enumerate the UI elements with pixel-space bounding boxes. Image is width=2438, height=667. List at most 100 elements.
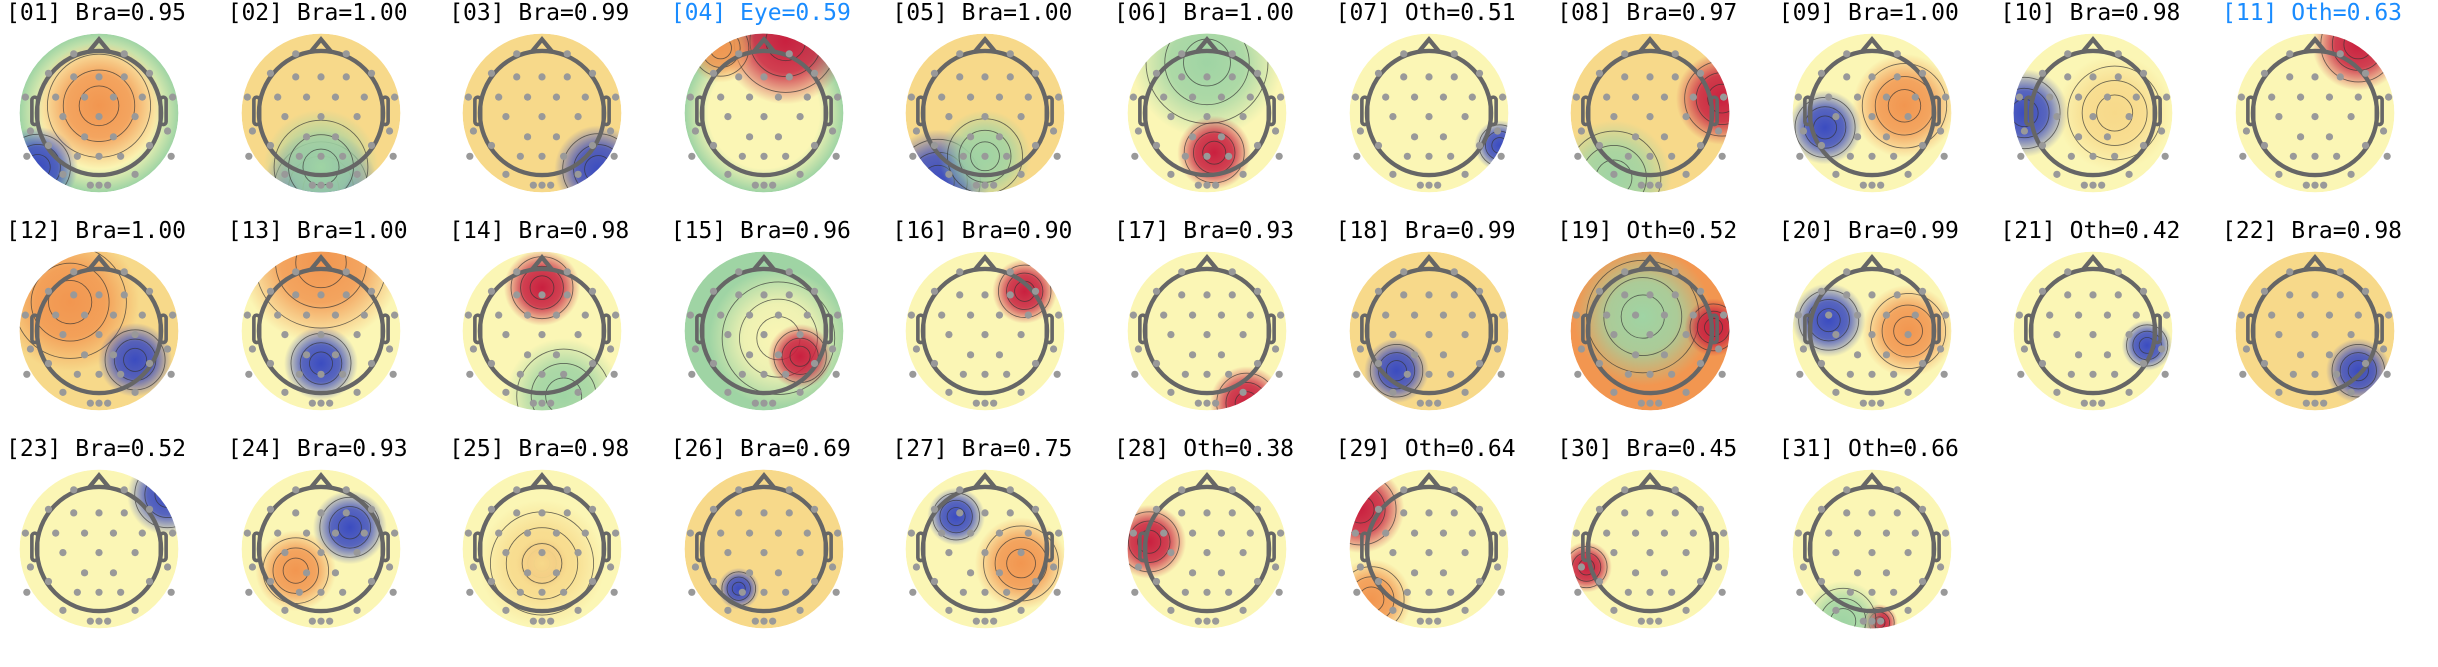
component-label: [22] Bra=0.98 [2222,218,2403,244]
electrode-marker [1493,127,1501,135]
electrode-marker [796,388,804,396]
electrode-marker [1941,529,1950,537]
electrode-marker [1374,577,1382,586]
electrode-marker [1610,549,1618,557]
electrode-marker [553,93,561,101]
electrode-marker [360,529,368,537]
electrode-marker [981,291,989,299]
electrode-marker [1940,588,1948,596]
electrode-marker [145,69,154,77]
ear-icon [2152,95,2163,127]
electrode-marker [1904,113,1912,121]
ear-icon [916,531,926,563]
electrode-marker [1399,509,1407,517]
electrode-marker [95,181,103,189]
contour-line [529,275,555,301]
electrode-marker [1637,181,1646,189]
electrode-marker [1188,133,1197,141]
electrode-marker [316,509,325,517]
electrode-marker [538,370,546,378]
electrode-marker [1025,93,1033,101]
electrode-marker [1188,93,1197,101]
electrode-marker [1842,486,1851,494]
electrode-marker [1853,93,1861,101]
electrode-marker [73,588,81,596]
electrode-marker [529,399,538,407]
electrode-marker [1794,93,1802,101]
electrode-marker [2286,291,2294,299]
electrode-marker [1842,268,1851,276]
electrode-marker [1646,549,1654,557]
electrode-marker [1646,617,1654,625]
electrode-marker [1661,351,1669,359]
electrode-marker [1853,529,1861,537]
topomap-component: [04] Eye=0.59 [671,0,893,215]
contour-line [2096,94,2134,132]
electrode-marker [1603,311,1611,319]
component-label: [31] Oth=0.66 [1778,436,1959,462]
electrode-marker [1352,370,1361,378]
electrode-marker [810,141,818,150]
electrode-marker [2275,388,2283,396]
electrode-marker [686,93,694,101]
electrode-marker [2385,311,2393,319]
topomap-component: [27] Bra=0.75 [892,436,1114,651]
electrode-marker [117,588,125,596]
nose-icon [530,471,554,490]
electrode-marker [1410,351,1418,359]
topomap [1127,469,1287,629]
electrode-marker [2275,170,2283,178]
nose-icon [2081,253,2106,272]
electrode-marker [1911,93,1919,101]
electrode-marker [2311,370,2319,378]
electrode-marker [1671,509,1680,517]
electrode-marker [2125,170,2134,178]
electrode-marker [1239,113,1247,121]
electrode-marker [1918,577,1926,586]
electrode-marker [1228,73,1236,81]
electrode-marker [1661,529,1669,537]
electrode-marker [1572,529,1581,537]
electrode-marker [2075,133,2083,141]
electrode-marker [956,50,964,58]
topomap [905,251,1065,411]
electrode-marker [80,569,89,577]
electrode-marker [547,181,555,189]
electrode-marker [760,370,768,378]
electrode-marker [1239,388,1247,396]
electrode-marker [931,359,939,368]
topomap-component: [01] Bra=0.95 [6,0,228,215]
electrode-marker [1832,606,1840,614]
ear-icon [601,95,612,127]
topomap [1570,469,1730,629]
electrode-marker [1152,359,1161,368]
electrode-marker [563,73,572,81]
electrode-marker [495,93,503,101]
electrode-marker [945,549,953,557]
electrode-marker [724,549,732,557]
electrode-marker [331,311,339,319]
electrode-marker [2336,73,2344,81]
electrode-marker [1475,287,1483,295]
electrode-marker [1424,588,1433,596]
electrode-marker [2347,113,2355,121]
electrode-marker [1918,69,1926,77]
electrode-marker [1433,617,1441,625]
electrode-marker [26,345,35,353]
electrode-marker [248,127,256,135]
contour-line [273,119,368,193]
electrode-marker [2068,152,2076,160]
electrode-marker [1239,606,1247,614]
topomap-component: [17] Bra=0.93 [1114,218,1336,433]
electrode-marker [1596,287,1604,295]
electrode-marker [938,93,946,101]
electrode-marker [1646,152,1654,160]
contour-line [1816,308,1841,333]
ear-icon [823,95,833,127]
electrode-marker [2053,388,2061,396]
electrode-marker [960,152,968,160]
electrode-marker [2311,399,2319,407]
contour-line [1377,352,1415,390]
topomap-component: [10] Bra=0.98 [2000,0,2222,215]
contour-line [154,481,179,508]
